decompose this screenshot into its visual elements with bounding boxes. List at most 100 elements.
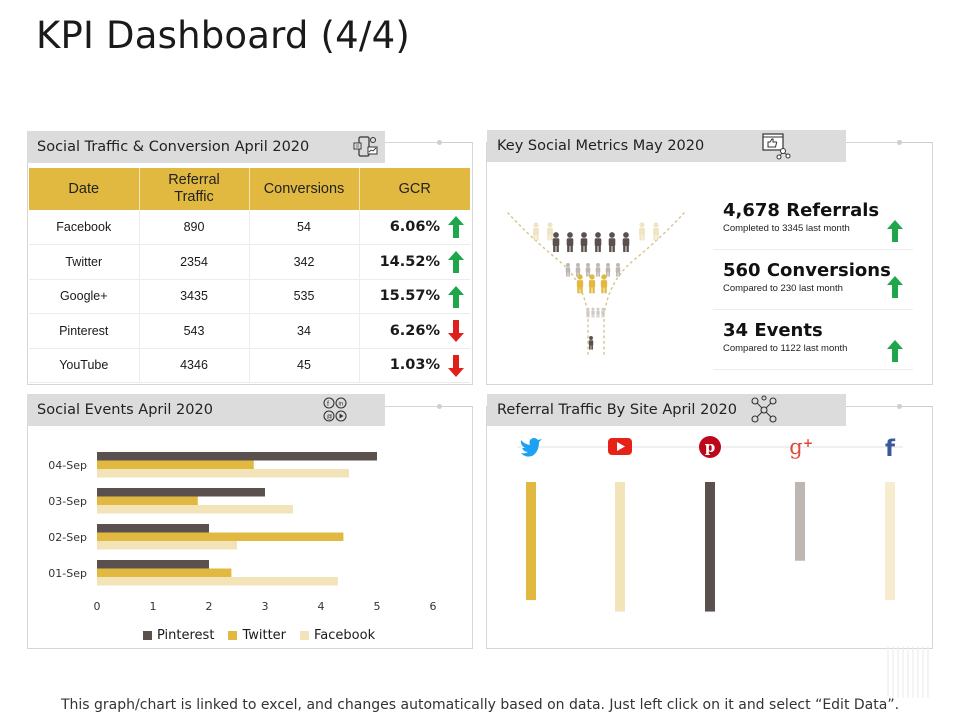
cell-referral-traffic: 4346 [139,348,250,383]
metric-item: 4,678 Referrals Completed to 3345 last mo… [713,196,913,250]
gcr-value: 1.03% [389,357,440,374]
y-tick-label: 03-Sep [48,495,87,508]
legend-swatch [228,631,238,640]
x-tick-label: 3 [262,600,269,613]
person-icon [586,307,590,318]
metric-caption: Compared to 230 last month [723,283,843,294]
bar-twitter [97,460,254,469]
bar-twitter [97,532,344,541]
cell-referral-traffic: 3435 [139,279,250,314]
cell-gcr: 15.57% [359,279,470,314]
traffic-connector [440,142,473,143]
person-icon [588,336,594,350]
svg-text:f: f [885,436,896,462]
faded-person-icon [653,222,659,241]
person-icon [580,232,588,253]
metric-value: 4,678 Referrals [723,200,880,221]
referral-panel-title: Referral Traffic By Site April 2020 [497,402,737,418]
google-plus-icon: g + [789,435,813,459]
gcr-value: 15.57% [379,288,440,305]
facebook-icon: f [885,436,896,462]
col-header-date: Date [29,168,140,210]
table-row: Facebook 890 54 6.06% [29,210,470,245]
decorative-stripes [887,646,929,698]
metric-caption: Completed to 3345 last month [723,223,850,234]
referral-site-chart: p g + f [517,435,903,612]
legend-swatch [300,631,310,640]
traffic-table: Date Referral Traffic Conversions GCR Fa… [29,168,470,383]
col-header-gcr: GCR [359,168,470,210]
metric-value: 560 Conversions [723,260,891,281]
cell-gcr: 6.26% [359,313,470,349]
bar-facebook [97,541,237,550]
events-panel-title: Social Events April 2020 [37,402,213,418]
gcr-value: 6.06% [389,219,440,235]
footer-note: This graph/chart is linked to excel, and… [60,697,900,713]
events-bar-chart: 04-Sep 03-Sep 02-Sep 01-Sep 0 1 2 3 4 5 6 [48,452,437,613]
cell-conversions: 342 [249,244,360,280]
svg-text:g: g [789,435,802,459]
col-header-referral: Referral Traffic [139,168,250,210]
table-row: Twitter 2354 342 14.52% [29,244,470,280]
legend-item: Facebook [300,628,375,643]
bar-facebook [97,577,338,586]
cell-conversions: 54 [249,210,360,245]
table-row: YouTube 4346 45 1.03% [29,348,470,383]
svg-text:@: @ [327,415,333,421]
table-row: Google+ 3435 535 15.57% [29,279,470,314]
y-tick-label: 01-Sep [48,567,87,580]
x-tick-label: 4 [318,600,325,613]
site-bar [526,482,536,601]
site-bar [705,482,715,612]
person-icon [595,263,601,277]
person-icon [566,232,574,253]
cell-gcr: 1.03% [359,348,470,383]
bar-pinterest [97,560,209,569]
person-icon [601,307,605,318]
metric-caption: Compared to 1122 last month [723,343,848,354]
cell-site: YouTube [29,348,140,383]
monitor-thumbs-up-icon [762,133,791,160]
referral-connector [900,406,933,407]
network-people-icon [751,395,777,423]
metrics-panel-title: Key Social Metrics May 2020 [497,138,705,154]
legend-label: Twitter [242,628,287,643]
bar-pinterest [97,488,265,497]
cell-gcr: 6.06% [359,210,470,245]
trend-up-arrow-icon [887,276,903,298]
y-tick-label: 02-Sep [48,531,87,544]
person-icon [565,263,571,277]
mobile-chart-icon [353,136,378,157]
x-tick-label: 2 [206,600,213,613]
bar-facebook [97,505,293,514]
bar-twitter [97,568,232,577]
x-tick-label: 6 [430,600,437,613]
cell-referral-traffic: 890 [139,210,250,245]
connector-dot [897,404,902,409]
referral-panel-header: Referral Traffic By Site April 2020 [487,394,846,426]
social-icons-cluster-icon: f in @ [323,397,347,422]
person-icon [622,232,630,253]
metric-list: 4,678 Referrals Completed to 3345 last mo… [713,196,913,372]
events-connector [440,406,473,407]
x-tick-label: 1 [150,600,157,613]
legend-item: Pinterest [143,628,214,643]
svg-text:p: p [705,438,716,456]
pinterest-icon: p [699,436,721,458]
x-tick-label: 5 [374,600,381,613]
connector-dot [897,140,902,145]
cell-site: Pinterest [29,313,140,349]
legend-label: Facebook [314,628,376,643]
person-icon [615,263,621,277]
person-icon [552,232,560,253]
cell-site: Google+ [29,279,140,314]
youtube-icon [608,438,632,455]
cell-conversions: 535 [249,279,360,314]
gcr-value: 6.26% [389,322,440,339]
person-icon [591,307,595,318]
cell-referral-traffic: 543 [139,313,250,349]
traffic-panel-header: Social Traffic & Conversion April 2020 [27,131,385,163]
faded-person-icon [533,222,539,241]
trend-up-arrow-icon [448,251,464,273]
cell-referral-traffic: 2354 [139,244,250,280]
